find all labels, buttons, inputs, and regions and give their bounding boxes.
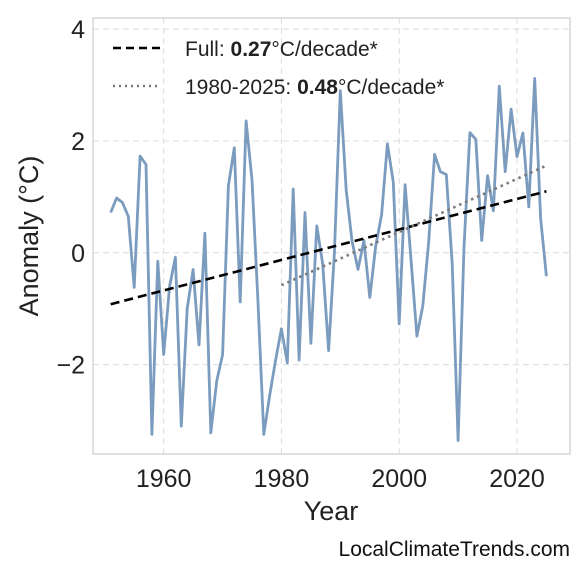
x-tick-label: 1960: [136, 465, 192, 493]
x-tick-label: 2000: [371, 465, 427, 493]
x-tick-labels: 1960 1980 2000 2020: [136, 465, 545, 493]
legend-full-label: Full: 0.27°C/decade*: [185, 38, 378, 61]
y-tick-label: 2: [71, 128, 85, 156]
trend-line-recent: [280, 164, 547, 287]
legend: Full: 0.27°C/decade* 1980-2025: 0.48°C/d…: [113, 38, 444, 99]
plot-background: [93, 18, 570, 454]
grid: [93, 18, 570, 454]
series-lines: [109, 77, 548, 443]
y-axis-label: Anomaly (°C): [14, 156, 44, 317]
legend-recent-label: 1980-2025: 0.48°C/decade*: [185, 76, 444, 99]
y-tick-label: −2: [56, 352, 85, 380]
watermark: LocalClimateTrends.com: [338, 538, 570, 561]
anomaly-series-line: [109, 77, 548, 443]
x-axis-label: Year: [304, 496, 359, 526]
x-tick-label: 1980: [254, 465, 310, 493]
y-tick-label: 4: [71, 16, 85, 44]
trend-line-full: [110, 190, 547, 306]
y-tick-labels: −2 0 2 4: [56, 16, 85, 379]
x-tick-label: 2020: [489, 465, 545, 493]
y-tick-label: 0: [71, 240, 85, 268]
plot-frame: [92, 17, 571, 455]
